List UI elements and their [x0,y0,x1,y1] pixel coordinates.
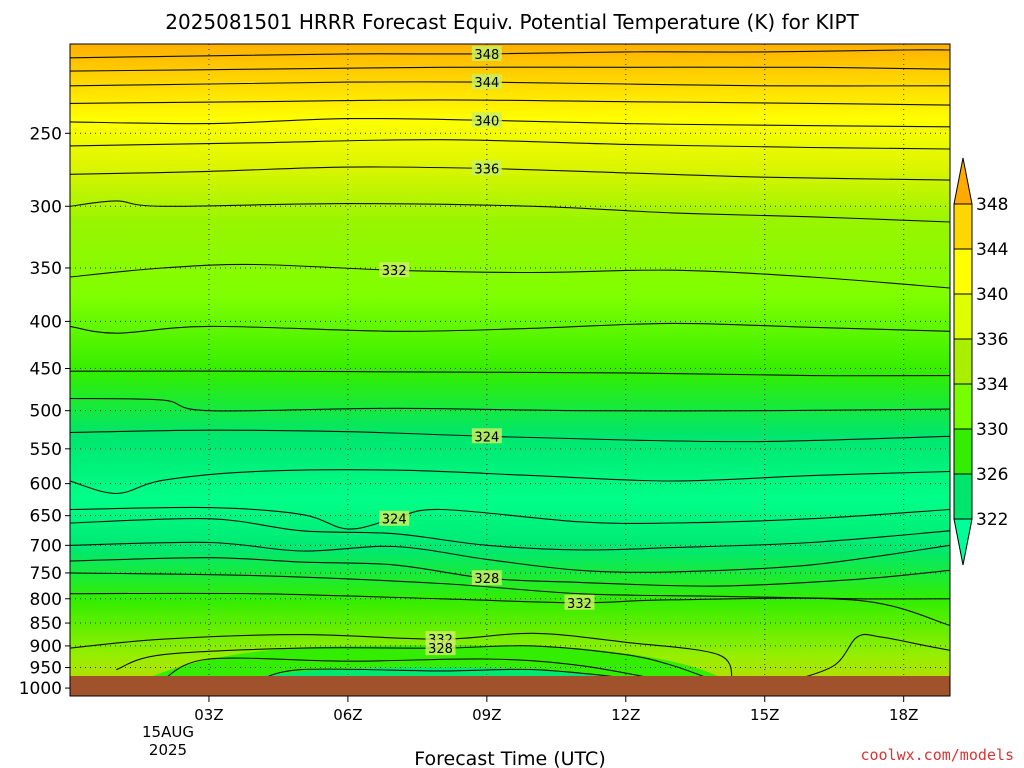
y-tick-label: 900 [30,637,62,657]
y-tick-label: 1000 [19,679,62,699]
contour-line [116,645,704,676]
colorbar-segment [953,203,973,250]
credit-text: coolwx.com/models [860,746,1014,764]
colorbar-segment [953,428,973,475]
colorbar-label: 326 [976,465,1008,485]
contour-line [167,657,645,676]
y-tick-label: 850 [30,614,62,634]
contour-label: 340 [474,114,499,129]
contour-line [806,633,950,676]
contour-line [70,397,950,412]
contour-label: 324 [382,513,407,528]
contour-line [70,49,950,59]
plot-area: 348344340336332324324328332332328 [69,43,951,697]
y-tick-label: 800 [30,590,62,610]
y-tick-label: 350 [30,259,62,279]
y-tick-label: 600 [30,475,62,495]
plot-frame [69,43,951,697]
x-axis-label: Forecast Time (UTC) [414,748,605,768]
contour-label-bg [379,510,410,526]
contour-label: 324 [474,430,499,445]
x-axis: 03Z 06Z 09Z 12Z 15Z 18Z [194,696,918,724]
x-tick-label: 09Z [472,706,501,724]
contour-line [70,66,950,72]
x-tick-label: 06Z [333,706,362,724]
x-tick-label: 15Z [750,706,779,724]
contour-label: 328 [428,642,453,657]
contour-label: 348 [474,48,499,63]
y-tick-label: 300 [30,197,62,217]
y-tick-label: 400 [30,312,62,332]
x-tick-label: 18Z [889,706,918,724]
colorbar-label: 348 [976,195,1008,215]
colorbar-segment [953,473,973,520]
colorbar-label: 336 [976,330,1008,350]
colorbar: 348 344 340 336 334 330 326 322 [953,157,1008,566]
contour-label: 336 [474,163,499,178]
contour-line [70,469,950,495]
contour-label-bg [471,112,502,128]
colorbar-label: 334 [976,375,1008,395]
colorbar-segment [953,338,973,385]
y-tick-label: 450 [30,360,62,380]
contour-line [70,139,950,150]
contour-label: 328 [474,572,499,587]
colorbar-bottom-arrow [953,518,973,566]
contour-label: 332 [567,597,592,612]
colorbar-segment [953,248,973,295]
contour-line [70,541,950,573]
y-tick-label: 750 [30,564,62,584]
y-axis: 250 300 350 400 450 500 550 600 650 700 750 800 850 9… [19,124,70,699]
colorbar-label: 344 [976,240,1008,260]
contour-label-bg [471,160,502,176]
x-tick-label: 12Z [611,706,640,724]
colorbar-label: 330 [976,420,1008,440]
colorbar-top-arrow [953,157,973,205]
contour-line [70,99,950,106]
colorbar-label: 340 [976,285,1008,305]
colorbar-segment [953,383,973,430]
contour-line [70,506,950,530]
x-tick-label: 03Z [194,706,223,724]
contour-label-bg [379,262,410,278]
contour-line [70,517,950,551]
colorbar-segment [953,293,973,340]
contour-label-bg [564,594,595,610]
y-tick-label: 950 [30,659,62,679]
date-label-year: 2025 [149,741,187,759]
date-label-day: 15AUG [142,723,194,741]
contour-line [70,632,733,676]
contour-line [70,200,950,223]
field-background [70,44,950,676]
contour-line [70,263,950,289]
contour-label-bg [471,45,502,61]
chart-title: 2025081501 HRRR Forecast Equiv. Potentia… [165,10,859,34]
contour-label-bg [471,74,502,90]
low-theta-pocket [153,645,718,676]
contour-line [267,668,614,676]
contour-label-bg [471,428,502,444]
y-tick-label: 500 [30,402,62,422]
contour-line [70,572,950,600]
contour-line [70,592,950,626]
contour-label: 344 [474,76,499,91]
contour-line [70,370,950,377]
terrain-band [70,676,950,696]
colorbar-label: 322 [976,510,1008,530]
y-tick-label: 650 [30,507,62,527]
y-tick-label: 250 [30,124,62,144]
y-tick-label: 700 [30,536,62,556]
y-tick-label: 550 [30,440,62,460]
contour-label: 332 [382,264,407,279]
contours: 348344340336332324324328332332328 [70,45,950,676]
contour-label-bg [471,570,502,586]
contour-line [70,322,950,334]
contour-label-bg [425,640,456,656]
